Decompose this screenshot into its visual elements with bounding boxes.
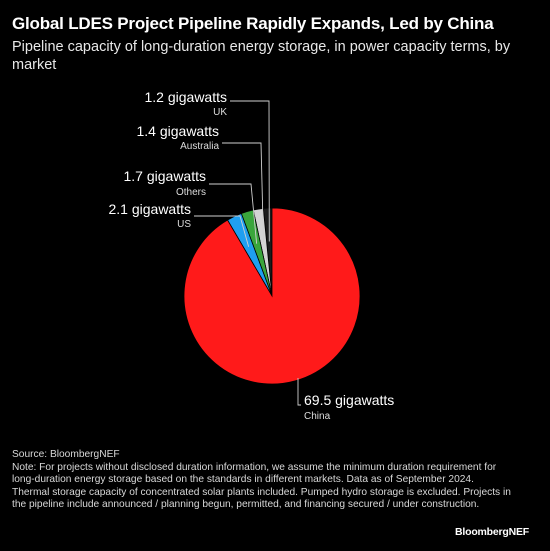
leader-line-us [194, 215, 250, 247]
data-label-uk: 1.2 gigawatts [145, 89, 228, 105]
chart-title: Global LDES Project Pipeline Rapidly Exp… [12, 14, 494, 33]
source-note: Source: BloombergNEF [12, 449, 120, 460]
data-label-china: 69.5 gigawatts [304, 392, 394, 408]
methodology-note: Note: For projects without disclosed dur… [12, 461, 511, 511]
category-label-us: US [177, 219, 191, 230]
leader-line-uk [230, 100, 270, 242]
pie-slice-china [183, 207, 361, 385]
brand-logo: BloombergNEF [455, 526, 530, 538]
category-label-uk: UK [213, 107, 227, 118]
category-label-china: China [304, 411, 331, 422]
data-label-us: 2.1 gigawatts [109, 201, 192, 217]
leader-line-china [297, 378, 301, 406]
data-label-australia: 1.4 gigawatts [137, 123, 220, 139]
category-label-others: Others [176, 187, 206, 198]
leader-line-australia [222, 142, 264, 243]
leader-line-others [209, 183, 258, 244]
data-label-others: 1.7 gigawatts [124, 168, 207, 184]
pie-chart: 1.2 gigawatts UK 1.4 gigawatts Australia 1.7… [109, 89, 395, 422]
chart-subtitle: Pipeline capacity of long-duration energ… [12, 39, 511, 73]
chart-footer: Source: BloombergNEF Note: For projects … [12, 449, 512, 512]
category-label-australia: Australia [180, 141, 219, 152]
